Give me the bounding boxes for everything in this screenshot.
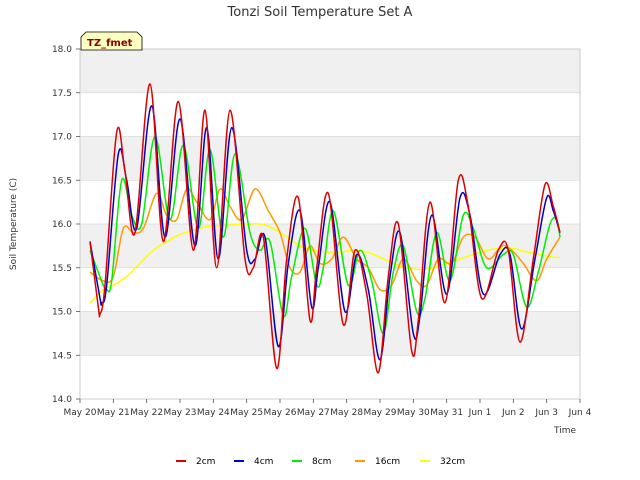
series-lines bbox=[89, 83, 561, 374]
legend: 2cm 4cm 8cm 16cm 32cm bbox=[176, 457, 465, 467]
x-tick-label: May 31 bbox=[430, 408, 463, 418]
background-bands bbox=[80, 49, 580, 356]
y-tick-label: 14.5 bbox=[52, 351, 72, 361]
x-tick-label: Jun 1 bbox=[468, 408, 492, 418]
annotation-background bbox=[80, 31, 143, 51]
y-tick-label: 17.5 bbox=[52, 89, 72, 99]
grid-band bbox=[80, 49, 580, 93]
series-line-32cm bbox=[89, 222, 561, 304]
x-axis: May 20 May 21 May 22 May 23 May 24 May 25 May … bbox=[64, 399, 592, 418]
grid-band bbox=[80, 311, 580, 356]
y-tick-label: 17.0 bbox=[52, 133, 72, 143]
x-tick-label: May 25 bbox=[230, 408, 263, 418]
x-tick-label: May 22 bbox=[130, 408, 163, 418]
x-tick-label: Jun 2 bbox=[501, 408, 525, 418]
x-tick-label: Jun 3 bbox=[534, 408, 558, 418]
x-tick-label: May 28 bbox=[330, 408, 363, 418]
grid-band bbox=[80, 136, 580, 181]
y-axis-label: Soil Temperature (C) bbox=[9, 178, 19, 270]
y-axis: 14.0 14.5 15.0 15.5 16.0 16.5 17.0 17.5 18.0 bbox=[52, 45, 80, 405]
y-tick-label: 15.0 bbox=[52, 308, 72, 318]
y-tick-label: 14.0 bbox=[52, 395, 72, 405]
x-tick-label: May 20 bbox=[64, 408, 97, 418]
legend-label-8cm: 8cm bbox=[312, 457, 331, 467]
y-tick-label: 16.5 bbox=[52, 176, 72, 186]
y-tick-label: 16.0 bbox=[52, 220, 72, 230]
x-tick-label: May 26 bbox=[264, 408, 297, 418]
x-tick-label: May 24 bbox=[197, 408, 230, 418]
annotation-box: TZ_fmet bbox=[80, 31, 143, 51]
x-tick-label: May 29 bbox=[364, 408, 397, 418]
x-tick-label: May 27 bbox=[297, 408, 330, 418]
legend-label-4cm: 4cm bbox=[254, 457, 273, 467]
x-axis-label: Time bbox=[553, 426, 576, 436]
chart-title: Tonzi Soil Temperature Set A bbox=[227, 5, 413, 20]
legend-label-32cm: 32cm bbox=[440, 457, 465, 467]
x-tick-label: May 23 bbox=[164, 408, 197, 418]
x-tick-label: May 30 bbox=[397, 408, 430, 418]
y-tick-label: 18.0 bbox=[52, 45, 72, 55]
legend-label-16cm: 16cm bbox=[375, 457, 400, 467]
y-tick-label: 15.5 bbox=[52, 264, 72, 274]
x-tick-label: Jun 4 bbox=[568, 408, 592, 418]
annotation-label: TZ_fmet bbox=[87, 38, 133, 49]
series-line-2cm bbox=[89, 83, 561, 374]
legend-label-2cm: 2cm bbox=[196, 457, 215, 467]
x-tick-label: May 21 bbox=[97, 408, 130, 418]
